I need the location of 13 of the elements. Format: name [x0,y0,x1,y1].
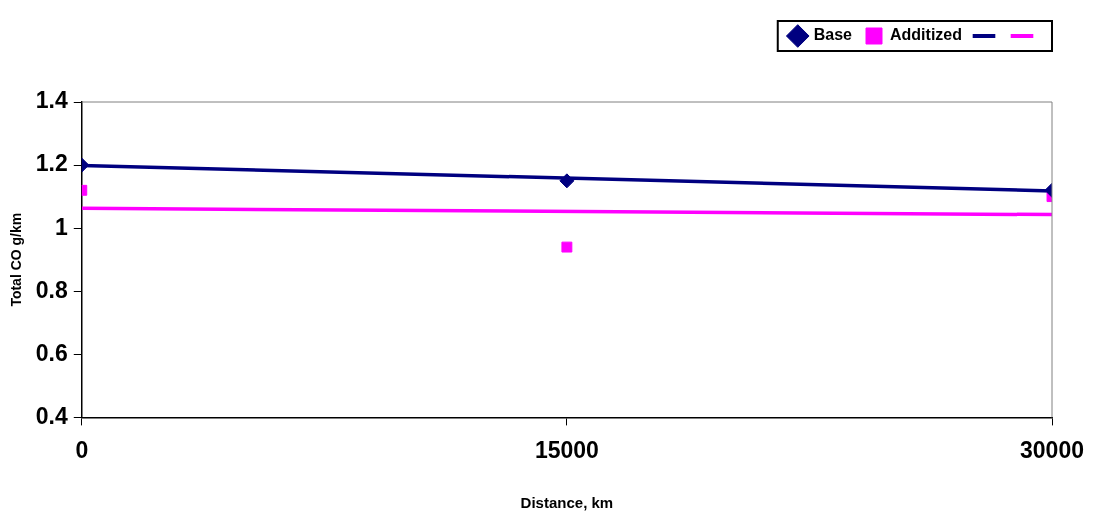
y-tick-label: 0.6 [35,339,68,366]
y-tick-label: 1.2 [35,150,68,177]
y-tick-label: 1.4 [35,87,68,114]
y-axis-title: Total CO g/km [8,212,25,307]
y-tick-label: 0.8 [35,276,68,303]
legend-label: Additized [890,26,963,44]
y-tick-label: 1 [54,213,68,240]
x-tick-label: 0 [75,436,89,463]
legend-label: Base [813,26,853,44]
x-tick-label: 30000 [1020,436,1084,463]
x-axis-title: Distance, km [520,494,614,512]
x-tick-label: 15000 [534,436,599,463]
y-tick-label: 0.4 [35,402,68,429]
